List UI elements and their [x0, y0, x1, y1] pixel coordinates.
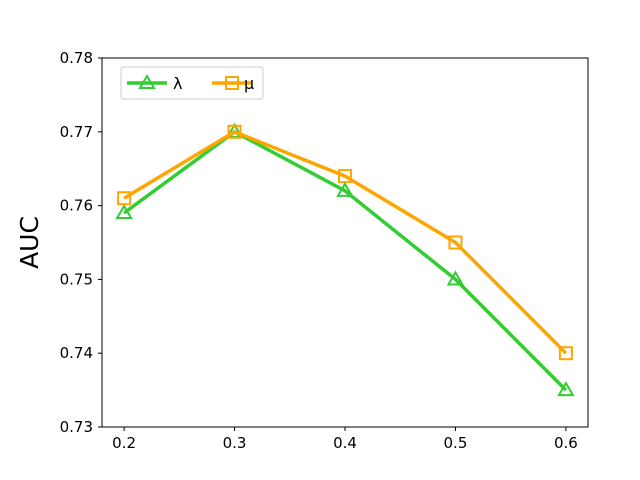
y-tick-label: 0.77	[60, 123, 93, 141]
plot-frame	[101, 57, 589, 428]
data-point	[338, 169, 352, 184]
legend-marker	[138, 74, 156, 90]
data-point	[446, 270, 465, 286]
x-axis: 0.2 0.3 0.4 0.5 0.6	[112, 427, 578, 452]
data-point	[558, 346, 573, 361]
y-tick-label: 0.73	[60, 418, 93, 436]
y-tick-label: 0.76	[60, 197, 93, 215]
x-tick-label: 0.2	[112, 434, 136, 452]
data-point	[448, 235, 463, 250]
y-tick-label: 0.74	[60, 344, 93, 362]
data-point	[117, 191, 132, 206]
legend-marker	[225, 76, 239, 90]
y-tick-label: 0.78	[60, 49, 93, 67]
data-point	[227, 124, 242, 139]
x-tick-label: 0.4	[333, 434, 357, 452]
chart-marks	[115, 122, 575, 397]
data-point	[336, 181, 354, 197]
x-tick-label: 0.3	[223, 434, 247, 452]
data-point	[115, 203, 133, 220]
y-axis: 0.73 0.74 0.75 0.76 0.77 0.78	[60, 49, 102, 436]
legend-box	[120, 66, 264, 100]
x-tick-label: 0.6	[554, 434, 578, 452]
data-point	[557, 381, 575, 397]
y-tick-label: 0.75	[60, 270, 93, 288]
series-line	[123, 130, 568, 355]
x-tick-label: 0.5	[444, 434, 468, 452]
legend-label: λ	[173, 74, 182, 93]
y-axis-label: AUC	[15, 216, 44, 269]
legend-label: μ	[244, 74, 254, 93]
series-line	[123, 130, 568, 392]
